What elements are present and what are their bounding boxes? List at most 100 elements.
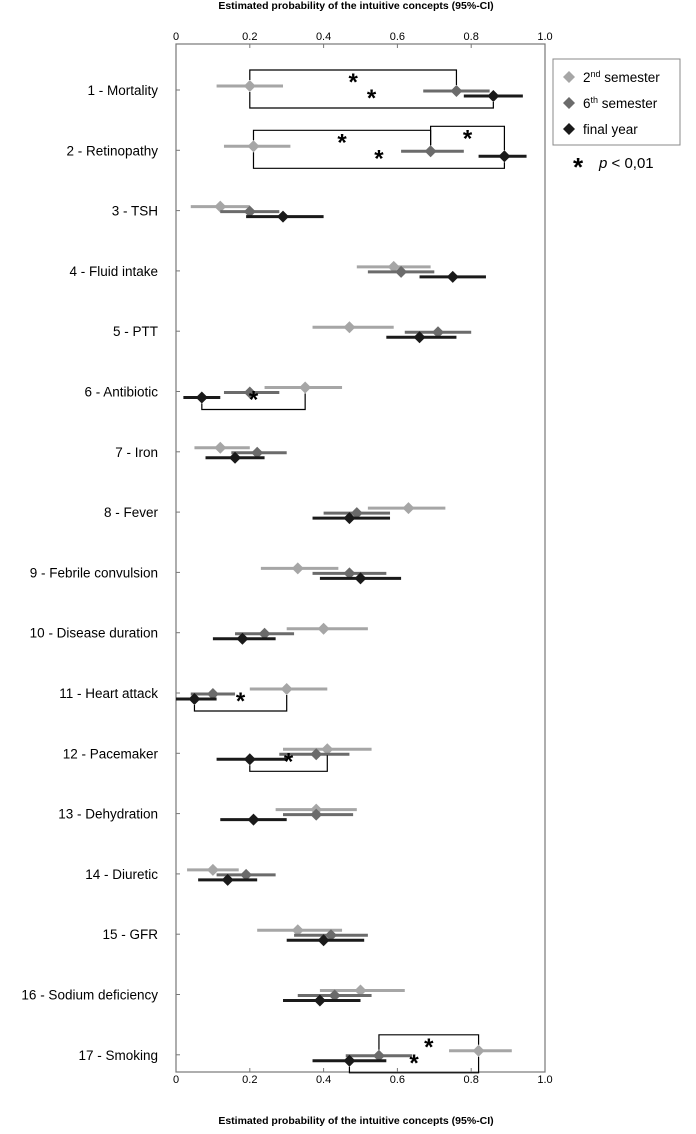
- point-marker: [350, 507, 363, 520]
- legend-label: 6th semester: [583, 95, 658, 111]
- significance-star: *: [367, 85, 377, 112]
- category-label: 2 - Retinopathy: [66, 143, 158, 158]
- significance-bracket: [348, 1056, 480, 1074]
- category-label: 12 - Pacemaker: [63, 746, 159, 761]
- tick-label-top: 0.2: [242, 31, 257, 43]
- point-marker: [214, 200, 227, 213]
- tick-label-top: 0.8: [464, 31, 479, 43]
- point-marker: [236, 632, 249, 645]
- point-marker: [243, 386, 256, 399]
- point-marker: [324, 929, 337, 942]
- point-marker: [310, 808, 323, 821]
- point-marker: [195, 391, 208, 404]
- significance-bracket: [193, 695, 288, 712]
- point-marker: [431, 326, 444, 339]
- significance-star: *: [463, 125, 473, 152]
- point-marker: [206, 688, 219, 700]
- point-marker: [313, 994, 326, 1007]
- tick-label-bottom: 0.4: [316, 1074, 331, 1086]
- point-marker: [472, 1044, 485, 1057]
- point-marker: [310, 748, 323, 761]
- point-marker: [487, 90, 500, 102]
- data-marks: [176, 80, 527, 1067]
- point-marker: [424, 145, 437, 158]
- point-marker: [277, 210, 290, 223]
- significance-star: *: [236, 688, 246, 715]
- tick-label-bottom: 0.6: [390, 1074, 405, 1086]
- point-marker: [247, 813, 260, 826]
- category-labels: 1 - Mortality 2 - Retinopathy 3 - TSH 4 - F…: [21, 83, 180, 1063]
- point-marker: [498, 150, 511, 163]
- point-marker: [321, 743, 334, 756]
- point-marker: [343, 567, 356, 580]
- point-marker: [413, 331, 426, 344]
- point-marker: [372, 1049, 385, 1062]
- category-label: 3 - TSH: [112, 204, 158, 219]
- significance-bracket: [430, 125, 506, 151]
- point-marker: [317, 622, 330, 635]
- significance-brackets: *** *******: [193, 69, 506, 1077]
- point-marker: [258, 627, 271, 640]
- significance-star: *: [348, 69, 358, 96]
- point-marker: [343, 321, 356, 334]
- plot-frame: [175, 43, 546, 1073]
- legend: 2nd semester 6th semester final year * p < 0…: [552, 58, 681, 182]
- point-marker: [280, 683, 293, 695]
- category-label: 7 - Iron: [115, 445, 158, 460]
- point-marker: [395, 265, 408, 278]
- significance-star: *: [424, 1034, 434, 1061]
- category-label: 16 - Sodium deficiency: [21, 988, 158, 1003]
- legend-box: [552, 58, 681, 146]
- category-label: 5 - PTT: [113, 324, 158, 339]
- point-marker: [251, 446, 264, 459]
- legend-marker: [563, 71, 575, 83]
- category-label: 17 - Smoking: [78, 1048, 158, 1063]
- category-label: 14 - Diuretic: [85, 867, 158, 882]
- significance-star: *: [337, 129, 347, 156]
- point-marker: [229, 451, 242, 464]
- tick-label-bottom: 0.8: [464, 1074, 479, 1086]
- point-marker: [247, 140, 260, 153]
- significance-star: *: [409, 1050, 419, 1077]
- category-label: 15 - GFR: [102, 927, 158, 942]
- point-marker: [328, 989, 341, 1002]
- point-marker: [188, 693, 201, 705]
- significance-star: *: [249, 387, 259, 414]
- point-marker: [354, 984, 367, 997]
- significance-star: *: [284, 748, 294, 775]
- point-marker: [221, 873, 234, 886]
- point-marker: [343, 512, 356, 525]
- significance-star: *: [374, 145, 384, 172]
- point-marker: [446, 270, 459, 283]
- tick-label-top: 0: [173, 31, 179, 43]
- tick-label-top: 1.0: [537, 31, 552, 43]
- significance-bracket: [249, 92, 494, 109]
- category-label: 11 - Heart attack: [59, 686, 158, 701]
- point-marker: [214, 441, 227, 454]
- significance-bracket: [201, 393, 306, 411]
- tick-label-top: 0.4: [316, 31, 331, 43]
- point-marker: [450, 85, 463, 97]
- legend-marker: [563, 123, 575, 135]
- category-label: 8 - Fever: [104, 505, 159, 520]
- significance-bracket: [249, 755, 328, 772]
- point-marker: [243, 753, 256, 766]
- significance-bracket: [252, 152, 506, 169]
- category-label: 9 - Febrile convulsion: [30, 565, 158, 580]
- point-marker: [387, 260, 400, 273]
- point-marker: [317, 934, 330, 947]
- point-marker: [299, 381, 312, 394]
- point-marker: [240, 868, 253, 881]
- tick-label-bottom: 0.2: [242, 1074, 257, 1086]
- tick-label-top: 0.6: [390, 31, 405, 43]
- point-marker: [243, 80, 256, 92]
- significance-bracket: [249, 69, 458, 85]
- legend-label: final year: [583, 122, 638, 137]
- category-label: 4 - Fluid intake: [69, 264, 158, 279]
- legend-label: 2nd semester: [583, 69, 660, 85]
- point-marker: [291, 562, 304, 575]
- point-marker: [291, 924, 304, 937]
- category-label: 6 - Antibiotic: [84, 385, 158, 400]
